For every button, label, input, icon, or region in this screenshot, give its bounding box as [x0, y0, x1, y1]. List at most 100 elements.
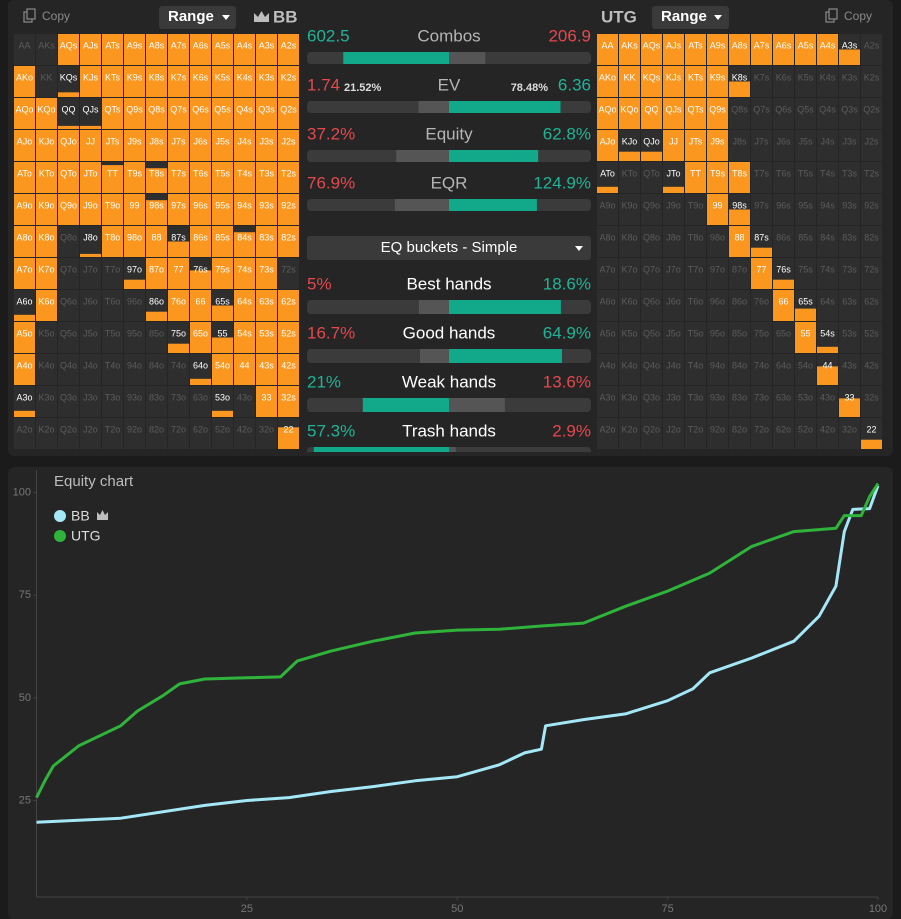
- hand-cell: [597, 290, 618, 321]
- hand-label: 93s: [842, 200, 857, 210]
- hand-label: Q8o: [60, 232, 77, 242]
- range-fill: [124, 162, 145, 193]
- hand-label: Q8s: [731, 104, 748, 114]
- hand-label: QTs: [104, 104, 121, 114]
- range-fill: [256, 322, 277, 353]
- hand-cell: [729, 258, 750, 289]
- hand-label: 44: [822, 360, 832, 370]
- hand-label: J9s: [127, 136, 142, 146]
- range-fill: [190, 194, 211, 225]
- hand-cell: [839, 290, 860, 321]
- hand-label: 75s: [798, 264, 813, 274]
- hand-label: AJo: [600, 136, 616, 146]
- range-fill: [234, 162, 255, 193]
- stat-label: EQR: [431, 173, 468, 192]
- hand-label: K7s: [754, 72, 770, 82]
- hand-cell: [663, 290, 684, 321]
- hand-label: KQs: [60, 72, 78, 82]
- hand-label: 33: [261, 392, 271, 402]
- hand-label: A5o: [599, 328, 615, 338]
- range-fill: [278, 130, 299, 161]
- hand-label: 98o: [710, 232, 725, 242]
- utg-value: 18.6%: [543, 274, 591, 293]
- hand-label: 73s: [259, 264, 274, 274]
- hand-label: 87s: [754, 232, 769, 242]
- range-fill: [36, 162, 57, 193]
- hand-cell: [124, 354, 145, 385]
- range-fill: [36, 226, 57, 257]
- hand-label: 64o: [193, 360, 208, 370]
- hand-label: 97s: [171, 200, 186, 210]
- utg-value: 6.36: [558, 75, 591, 94]
- range-dropdown[interactable]: Range: [652, 6, 729, 29]
- range-fill: [212, 162, 233, 193]
- hand-label: 84o: [149, 360, 164, 370]
- hand-label: KQo: [37, 104, 55, 114]
- range-fill: [190, 98, 211, 129]
- hand-label: T5o: [105, 328, 121, 338]
- hand-label: T2s: [864, 168, 880, 178]
- hand-cell: [729, 354, 750, 385]
- range-fill: [773, 34, 794, 65]
- range-fill: [619, 151, 640, 161]
- hand-cell: [839, 258, 860, 289]
- stats-area: 602.5 206.9 Combos 1.74 6.36 EV 21.52% 78.48% 37…: [307, 26, 591, 452]
- hand-label: 75o: [171, 328, 186, 338]
- copy-button[interactable]: Copy: [23, 8, 70, 23]
- range-fill: [663, 130, 684, 161]
- range-fill: [729, 162, 750, 193]
- hand-label: K7s: [171, 72, 187, 82]
- hand-label: T6s: [776, 168, 792, 178]
- range-fill: [707, 66, 728, 97]
- hand-label: 97o: [127, 264, 142, 274]
- hand-label: A6s: [776, 40, 792, 50]
- bb-share-bar: [418, 101, 449, 113]
- hand-label: 52s: [281, 328, 296, 338]
- hand-label: A9s: [127, 40, 143, 50]
- range-fill: [146, 66, 167, 97]
- stat-label: Equity: [425, 124, 473, 143]
- hand-cell: [861, 258, 882, 289]
- hand-cell: [861, 386, 882, 417]
- hand-cell: [641, 194, 662, 225]
- hand-label: T9s: [710, 168, 726, 178]
- y-tick-label: 75: [19, 589, 31, 601]
- hand-label: 62s: [864, 296, 879, 306]
- hand-label: A7o: [599, 264, 615, 274]
- hand-label: 82s: [864, 232, 879, 242]
- hand-label: J6s: [776, 136, 791, 146]
- range-fill: [212, 98, 233, 129]
- hand-label: 43o: [820, 392, 835, 402]
- hand-cell: [685, 194, 706, 225]
- hand-label: 92o: [127, 424, 142, 434]
- hand-cell: [597, 386, 618, 417]
- dropdown-label: EQ buckets - Simple: [381, 239, 518, 256]
- range-fill: [58, 34, 79, 65]
- hand-cell: [58, 386, 79, 417]
- hand-label: Q6s: [775, 104, 792, 114]
- range-fill: [707, 34, 728, 65]
- hand-cell: [707, 322, 728, 353]
- range-fill: [146, 34, 167, 65]
- hand-label: J7s: [171, 136, 186, 146]
- bucket-dropdown[interactable]: EQ buckets - Simple: [307, 236, 591, 260]
- utg-value: 13.6%: [543, 372, 591, 391]
- hand-label: A4s: [820, 40, 836, 50]
- y-tick-label: 25: [19, 794, 31, 806]
- hand-label: QTo: [643, 168, 660, 178]
- copy-button[interactable]: Copy: [825, 8, 872, 23]
- hand-label: A2o: [599, 424, 615, 434]
- hand-cell: [124, 322, 145, 353]
- range-label: Range: [661, 8, 707, 25]
- hand-label: Q2s: [863, 104, 880, 114]
- range-fill: [278, 162, 299, 193]
- hand-label: 42s: [281, 360, 296, 370]
- bb-value: 16.7%: [307, 323, 355, 342]
- range-dropdown[interactable]: Range: [159, 6, 236, 29]
- hand-cell: [102, 322, 123, 353]
- range-fill: [729, 81, 750, 97]
- hand-label: 86s: [193, 232, 208, 242]
- bb-share-bar: [418, 300, 449, 314]
- hand-label: T5s: [798, 168, 814, 178]
- hand-label: 83s: [259, 232, 274, 242]
